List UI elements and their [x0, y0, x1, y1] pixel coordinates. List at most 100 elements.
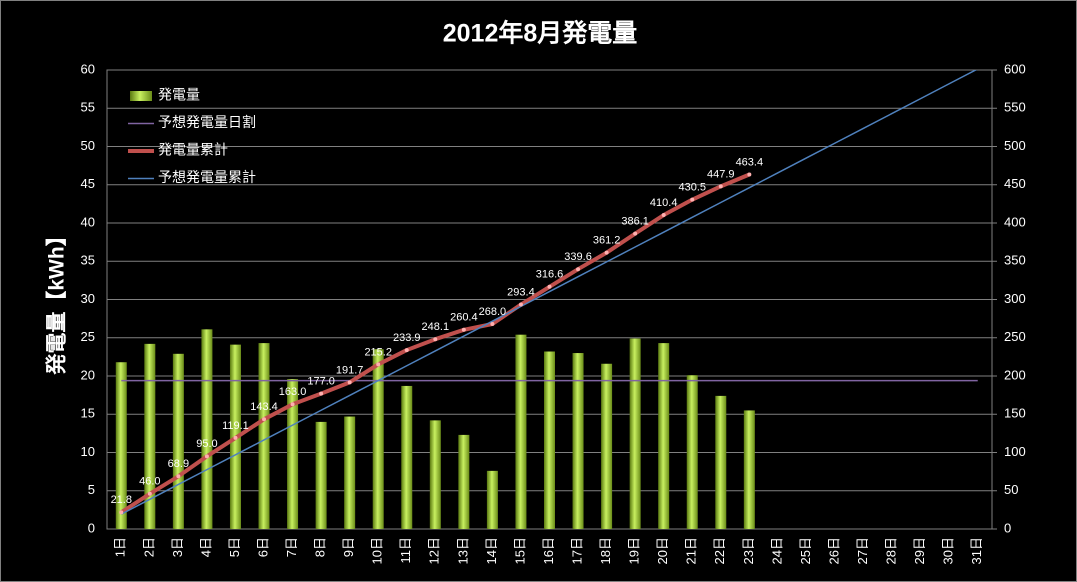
- bar: [629, 338, 641, 529]
- x-tick-label: 14日: [484, 537, 499, 564]
- data-label: 95.0: [196, 438, 217, 450]
- point: [576, 267, 581, 272]
- data-label: 46.0: [139, 476, 160, 488]
- x-tick-label: 18日: [598, 537, 613, 564]
- data-label: 260.4: [450, 312, 478, 324]
- bar: [429, 420, 441, 529]
- point: [604, 250, 609, 255]
- point: [404, 348, 409, 353]
- y2-tick-label: 400: [1004, 214, 1026, 229]
- point: [490, 321, 495, 326]
- point: [347, 380, 352, 385]
- point: [547, 284, 552, 289]
- x-tick-label: 23日: [741, 537, 756, 564]
- x-tick-label: 24日: [769, 537, 784, 564]
- x-tick-label: 10日: [370, 537, 385, 564]
- data-label: 233.9: [393, 332, 421, 344]
- x-tick-label: 31日: [969, 537, 984, 564]
- bar: [401, 385, 413, 529]
- bar: [572, 353, 584, 529]
- x-tick-label: 26日: [826, 537, 841, 564]
- y-tick-label: 55: [81, 100, 95, 115]
- point: [290, 402, 295, 407]
- bar: [515, 334, 527, 529]
- y2-tick-label: 150: [1004, 406, 1026, 421]
- y-tick-label: 40: [81, 214, 95, 229]
- x-tick-label: 8日: [313, 537, 328, 557]
- x-tick-label: 15日: [512, 537, 527, 564]
- bar: [458, 434, 470, 529]
- bar: [258, 343, 270, 529]
- x-tick-label: 4日: [198, 537, 213, 557]
- y-tick-label: 10: [81, 444, 95, 459]
- y2-tick-label: 350: [1004, 253, 1026, 268]
- y2-tick-label: 450: [1004, 176, 1026, 191]
- x-tick-label: 19日: [627, 537, 642, 564]
- data-label: 215.2: [364, 346, 392, 358]
- bar: [344, 416, 356, 529]
- point: [119, 510, 124, 515]
- point: [376, 362, 381, 367]
- x-tick-label: 25日: [798, 537, 813, 564]
- bar: [486, 470, 498, 529]
- y2-tick-label: 550: [1004, 100, 1026, 115]
- y-tick-label: 50: [81, 138, 95, 153]
- x-tick-label: 1日: [113, 537, 128, 557]
- point: [433, 337, 438, 342]
- point: [319, 391, 324, 396]
- data-label: 68.9: [168, 458, 189, 470]
- y-tick-label: 15: [81, 406, 95, 421]
- y2-tick-label: 200: [1004, 367, 1026, 382]
- y-tick-label: 30: [81, 291, 95, 306]
- y2-tick-label: 100: [1004, 444, 1026, 459]
- chart-title: 2012年8月発電量: [443, 19, 638, 48]
- data-label: 447.9: [707, 168, 735, 180]
- y-tick-label: 60: [81, 61, 95, 76]
- x-tick-label: 7日: [284, 537, 299, 557]
- legend-swatch: [130, 91, 152, 101]
- data-label: 293.4: [507, 286, 535, 298]
- x-tick-label: 28日: [884, 537, 899, 564]
- data-label: 268.0: [479, 306, 507, 318]
- point: [661, 213, 666, 218]
- data-label: 361.2: [593, 235, 621, 247]
- bar: [115, 362, 127, 529]
- bar: [601, 363, 613, 529]
- y-tick-label: 0: [88, 520, 95, 535]
- point: [204, 454, 209, 459]
- y-tick-label: 5: [88, 482, 95, 497]
- x-tick-label: 5日: [227, 537, 242, 557]
- x-tick-label: 27日: [855, 537, 870, 564]
- x-tick-label: 2日: [141, 537, 156, 557]
- point: [233, 435, 238, 440]
- legend-label: 発電量: [158, 87, 200, 103]
- x-tick-label: 3日: [170, 537, 185, 557]
- point: [461, 327, 466, 332]
- bar: [658, 343, 670, 529]
- x-tick-label: 13日: [455, 537, 470, 564]
- x-tick-label: 9日: [341, 537, 356, 557]
- data-label: 316.6: [536, 269, 564, 281]
- x-tick-label: 29日: [912, 537, 927, 564]
- point: [633, 231, 638, 236]
- x-tick-label: 16日: [541, 537, 556, 564]
- data-label: 177.0: [307, 376, 335, 388]
- x-tick-label: 12日: [427, 537, 442, 564]
- bar: [686, 375, 698, 529]
- data-label: 463.4: [736, 156, 764, 168]
- x-tick-label: 21日: [684, 537, 699, 564]
- point: [690, 197, 695, 202]
- bar: [743, 410, 755, 529]
- x-tick-label: 20日: [655, 537, 670, 564]
- line: [120, 70, 978, 515]
- bar: [172, 353, 184, 529]
- data-label: 191.7: [336, 364, 364, 376]
- y-tick-label: 25: [81, 329, 95, 344]
- y2-tick-label: 0: [1004, 520, 1011, 535]
- data-label: 339.6: [564, 251, 592, 263]
- bar: [372, 349, 384, 529]
- bar: [544, 351, 555, 529]
- bar: [315, 421, 327, 529]
